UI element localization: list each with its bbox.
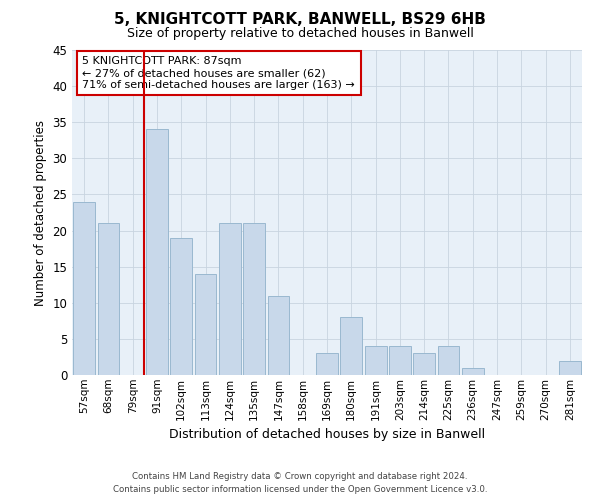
Bar [73, 202, 95, 375]
Bar [365, 346, 386, 375]
Bar [462, 368, 484, 375]
Bar [146, 130, 168, 375]
Bar [268, 296, 289, 375]
Text: Contains HM Land Registry data © Crown copyright and database right 2024.
Contai: Contains HM Land Registry data © Crown c… [113, 472, 487, 494]
Bar [340, 317, 362, 375]
Y-axis label: Number of detached properties: Number of detached properties [34, 120, 47, 306]
Bar [559, 360, 581, 375]
Bar [97, 224, 119, 375]
Text: Size of property relative to detached houses in Banwell: Size of property relative to detached ho… [127, 28, 473, 40]
Bar [170, 238, 192, 375]
Text: 5, KNIGHTCOTT PARK, BANWELL, BS29 6HB: 5, KNIGHTCOTT PARK, BANWELL, BS29 6HB [114, 12, 486, 28]
Bar [437, 346, 460, 375]
Bar [389, 346, 411, 375]
Bar [194, 274, 217, 375]
Text: 5 KNIGHTCOTT PARK: 87sqm
← 27% of detached houses are smaller (62)
71% of semi-d: 5 KNIGHTCOTT PARK: 87sqm ← 27% of detach… [82, 56, 355, 90]
Bar [219, 224, 241, 375]
Bar [316, 354, 338, 375]
X-axis label: Distribution of detached houses by size in Banwell: Distribution of detached houses by size … [169, 428, 485, 441]
Bar [243, 224, 265, 375]
Bar [413, 354, 435, 375]
